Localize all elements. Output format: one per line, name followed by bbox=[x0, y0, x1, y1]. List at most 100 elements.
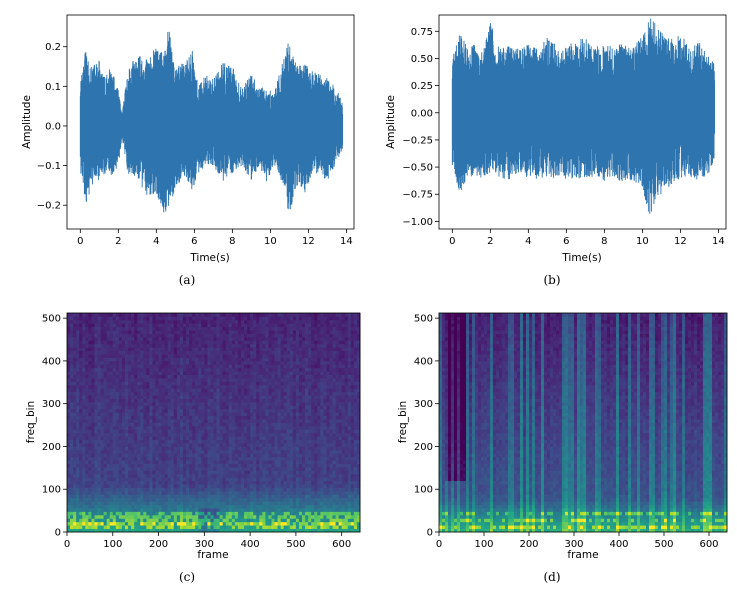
panel-c-heat-cell bbox=[128, 415, 132, 420]
panel-c-heat-cell bbox=[271, 521, 275, 526]
panel-c-heat-cell bbox=[173, 398, 178, 403]
panel-c-heat-cell bbox=[240, 395, 245, 399]
panel-c-heat-cell bbox=[341, 360, 346, 365]
panel-c-heat-cell bbox=[97, 501, 101, 506]
panel-c-heat-cell bbox=[280, 504, 285, 509]
panel-c-heat-cell bbox=[100, 473, 105, 478]
panel-c-heat-cell bbox=[256, 412, 260, 417]
panel-c-heat-cell bbox=[329, 381, 333, 386]
panel-c-heat-cell bbox=[94, 477, 98, 482]
panel-c-heat-cell bbox=[314, 381, 318, 386]
panel-c-heat-cell bbox=[271, 504, 275, 509]
panel-c-heat-cell bbox=[240, 408, 245, 413]
panel-c-heat-cell bbox=[268, 514, 272, 519]
panel-c-heat-cell bbox=[106, 477, 111, 482]
panel-c-heat-cell bbox=[143, 422, 147, 427]
panel-c-heat-cell bbox=[262, 490, 266, 495]
panel-c-heat-cell bbox=[228, 508, 233, 512]
panel-c-heat-cell bbox=[298, 388, 303, 393]
panel-c-heat-cell bbox=[112, 528, 117, 533]
panel-c-heat-cell bbox=[305, 501, 309, 506]
panel-c-heat-cell bbox=[350, 443, 355, 447]
panel-c-heat-cell bbox=[317, 419, 321, 423]
panel-c-heat-cell bbox=[344, 439, 349, 444]
panel-c-heat-cell bbox=[70, 477, 74, 482]
panel-c-heat-cell bbox=[173, 463, 178, 468]
panel-c-heat-cell bbox=[67, 401, 71, 406]
panel-c-heat-cell bbox=[173, 425, 178, 430]
panel-c-heat-cell bbox=[85, 521, 89, 526]
panel-c-heat-cell bbox=[100, 395, 105, 399]
panel-c-heat-cell bbox=[268, 415, 272, 420]
panel-c-heat-cell bbox=[201, 460, 205, 464]
panel-c-heat-cell bbox=[234, 484, 239, 488]
panel-c-heat-cell bbox=[338, 525, 343, 529]
panel-c-heat-cell bbox=[244, 525, 248, 529]
panel-c-heat-cell bbox=[112, 354, 117, 358]
panel-c-heat-cell bbox=[271, 514, 275, 519]
panel-c-heat-cell bbox=[262, 425, 266, 430]
panel-c-heat-cell bbox=[115, 405, 120, 410]
panel-c-heat-cell bbox=[295, 360, 300, 365]
panel-c-heat-cell bbox=[167, 477, 172, 482]
panel-c-heat-cell bbox=[115, 511, 120, 516]
panel-c-heat-cell bbox=[109, 470, 114, 475]
panel-c-heat-cell bbox=[259, 415, 263, 420]
panel-c-heat-cell bbox=[140, 408, 144, 413]
panel-c-heat-cell bbox=[265, 425, 269, 430]
panel-c-heat-cell bbox=[201, 391, 205, 396]
panel-c-heat-cell bbox=[201, 511, 205, 516]
panel-c-heat-cell bbox=[143, 367, 147, 372]
panel-c-heat-cell bbox=[73, 528, 77, 533]
panel-c-heat-cell bbox=[295, 477, 300, 482]
panel-c-heat-cell bbox=[158, 395, 163, 399]
panel-c-heat-cell bbox=[308, 439, 312, 444]
panel-c-heat-cell bbox=[335, 463, 340, 468]
panel-c-heat-cell bbox=[88, 360, 92, 365]
panel-c-heat-cell bbox=[128, 525, 132, 529]
panel-c-heat-cell bbox=[302, 371, 306, 375]
panel-c-heat-cell bbox=[262, 511, 266, 516]
panel-c-heat-cell bbox=[244, 357, 248, 362]
panel-c-heat-cell bbox=[179, 415, 184, 420]
panel-c-heat-cell bbox=[329, 484, 333, 488]
panel-c-heat-cell bbox=[262, 408, 266, 413]
panel-c-heat-cell bbox=[118, 432, 123, 437]
panel-c-heat-cell bbox=[82, 521, 86, 526]
panel-c-heat-cell bbox=[94, 354, 98, 358]
panel-c-heat-cell bbox=[106, 501, 111, 506]
panel-c-heat-cell bbox=[146, 508, 150, 512]
panel-c-heat-cell bbox=[100, 443, 105, 447]
panel-c-heat-cell bbox=[118, 374, 123, 379]
panel-c-heat-cell bbox=[234, 419, 239, 423]
panel-c-heat-cell bbox=[170, 501, 175, 506]
panel-c-heat-cell bbox=[317, 477, 321, 482]
panel-c-heat-cell bbox=[204, 460, 208, 464]
panel-c-heat-cell bbox=[88, 432, 92, 437]
panel-c-heat-cell bbox=[253, 518, 257, 523]
panel-c-heat-cell bbox=[335, 528, 340, 533]
panel-c-heat-cell bbox=[292, 398, 297, 403]
panel-c-heat-cell bbox=[91, 391, 95, 396]
panel-c-heat-cell bbox=[128, 422, 132, 427]
panel-c-heat-cell bbox=[158, 391, 163, 396]
panel-c-heat-cell bbox=[167, 490, 172, 495]
panel-c-heat-cell bbox=[268, 432, 272, 437]
panel-c-heat-cell bbox=[265, 398, 269, 403]
panel-c-heat-cell bbox=[195, 508, 199, 512]
panel-c-heat-cell bbox=[350, 432, 355, 437]
panel-c-heat-cell bbox=[237, 528, 242, 533]
panel-c-heat-cell bbox=[192, 525, 196, 529]
panel-c-heat-cell bbox=[161, 391, 166, 396]
panel-c-heat-cell bbox=[314, 518, 318, 523]
panel-c-heat-cell bbox=[335, 367, 340, 372]
panel-c-heat-cell bbox=[350, 528, 355, 533]
panel-c-heat-cell bbox=[244, 497, 248, 502]
panel-c-heat-cell bbox=[85, 367, 89, 372]
panel-c-heat-cell bbox=[305, 514, 309, 519]
panel-c-heat-cell bbox=[213, 422, 217, 427]
panel-c-heat-cell bbox=[271, 501, 275, 506]
panel-c-heat-cell bbox=[121, 508, 126, 512]
panel-c-heat-cell bbox=[173, 494, 178, 499]
panel-c-heat-cell bbox=[302, 443, 306, 447]
